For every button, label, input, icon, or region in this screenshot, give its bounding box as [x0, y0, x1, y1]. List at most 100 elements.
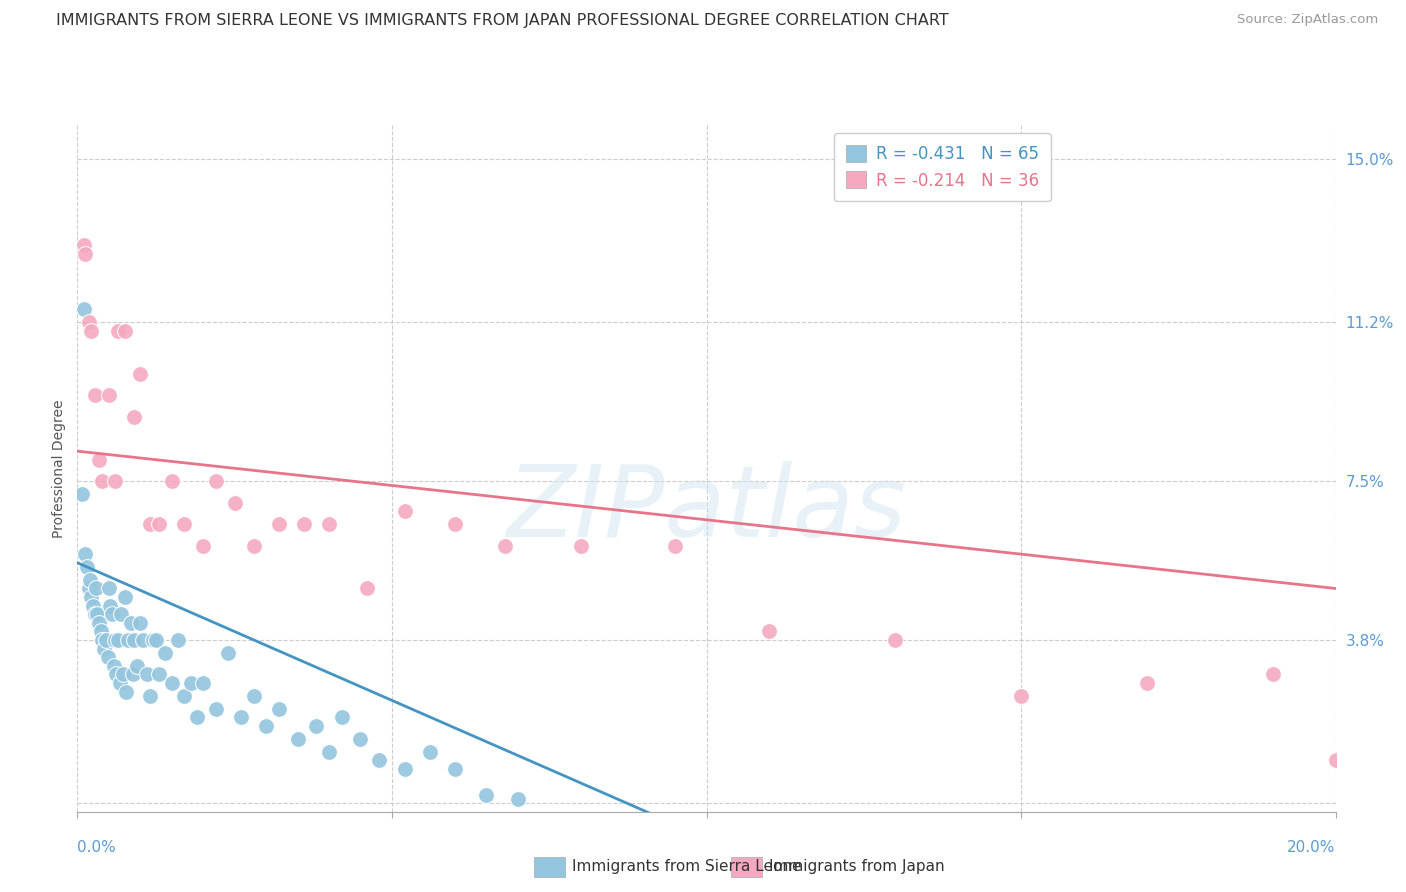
Point	[73, 246, 96, 260]
Point	[224, 496, 246, 510]
Point	[349, 731, 371, 746]
Point	[419, 745, 441, 759]
Point	[107, 633, 129, 648]
Point	[180, 676, 202, 690]
Point	[394, 504, 416, 518]
Point	[318, 517, 340, 532]
Point	[84, 582, 107, 596]
Point	[204, 474, 226, 488]
Text: Immigrants from Sierra Leone: Immigrants from Sierra Leone	[572, 859, 801, 873]
Point	[1261, 667, 1284, 681]
Point	[148, 517, 170, 532]
Point	[101, 607, 124, 622]
Y-axis label: Professional Degree: Professional Degree	[52, 399, 66, 538]
Point	[120, 615, 142, 630]
Point	[90, 624, 112, 639]
Point	[117, 633, 139, 648]
Point	[82, 599, 104, 613]
Point	[305, 719, 328, 733]
Point	[292, 517, 315, 532]
Point	[138, 689, 160, 703]
Point	[229, 710, 252, 724]
Point	[160, 474, 183, 488]
Text: ZIPatlas: ZIPatlas	[506, 461, 907, 558]
Point	[287, 731, 309, 746]
Point	[242, 539, 264, 553]
Text: 0.0%: 0.0%	[77, 840, 117, 855]
Point	[104, 474, 127, 488]
Legend: R = -0.431   N = 65, R = -0.214   N = 36: R = -0.431 N = 65, R = -0.214 N = 36	[834, 133, 1050, 202]
Point	[191, 539, 215, 553]
Point	[104, 633, 127, 648]
Point	[138, 517, 160, 532]
Point	[84, 388, 107, 402]
Point	[97, 388, 120, 402]
Point	[93, 641, 115, 656]
Point	[122, 633, 145, 648]
Point	[89, 452, 111, 467]
Point	[111, 667, 134, 681]
Point	[72, 302, 94, 317]
Point	[91, 633, 114, 648]
Point	[173, 517, 195, 532]
Point	[115, 684, 138, 698]
Point	[97, 582, 120, 596]
Point	[129, 367, 152, 381]
Point	[368, 753, 391, 767]
Point	[89, 615, 111, 630]
Text: Immigrants from Japan: Immigrants from Japan	[769, 859, 945, 873]
Point	[1010, 689, 1032, 703]
Point	[122, 409, 145, 424]
Point	[114, 590, 136, 604]
Point	[664, 539, 686, 553]
Point	[77, 582, 100, 596]
Point	[148, 667, 170, 681]
Point	[242, 689, 264, 703]
Point	[155, 646, 177, 660]
Point	[318, 745, 340, 759]
Point	[884, 633, 907, 648]
Point	[105, 667, 128, 681]
Point	[86, 607, 108, 622]
Point	[77, 315, 100, 329]
Point	[267, 517, 290, 532]
Point	[444, 762, 467, 776]
Text: IMMIGRANTS FROM SIERRA LEONE VS IMMIGRANTS FROM JAPAN PROFESSIONAL DEGREE CORREL: IMMIGRANTS FROM SIERRA LEONE VS IMMIGRAN…	[56, 13, 949, 29]
Text: Source: ZipAtlas.com: Source: ZipAtlas.com	[1237, 13, 1378, 27]
Point	[72, 238, 94, 252]
Point	[394, 762, 416, 776]
Point	[569, 539, 592, 553]
Point	[191, 676, 215, 690]
Point	[84, 607, 107, 622]
Point	[267, 701, 290, 715]
Point	[103, 658, 125, 673]
Point	[173, 689, 195, 703]
Point	[121, 667, 143, 681]
Point	[186, 710, 208, 724]
Point	[98, 599, 121, 613]
Point	[96, 650, 118, 665]
Point	[444, 517, 467, 532]
Point	[135, 667, 157, 681]
Point	[330, 710, 353, 724]
Point	[1324, 753, 1347, 767]
Point	[254, 719, 277, 733]
Point	[1136, 676, 1159, 690]
Point	[108, 676, 131, 690]
Point	[79, 573, 101, 587]
Point	[80, 590, 103, 604]
Text: 20.0%: 20.0%	[1288, 840, 1336, 855]
Point	[94, 633, 117, 648]
Point	[758, 624, 780, 639]
Point	[145, 633, 167, 648]
Point	[142, 633, 165, 648]
Point	[73, 547, 96, 561]
Point	[114, 324, 136, 338]
Point	[72, 487, 94, 501]
Point	[160, 676, 183, 690]
Point	[91, 474, 114, 488]
Point	[506, 792, 529, 806]
Point	[76, 560, 98, 574]
Point	[204, 701, 226, 715]
Point	[475, 788, 498, 802]
